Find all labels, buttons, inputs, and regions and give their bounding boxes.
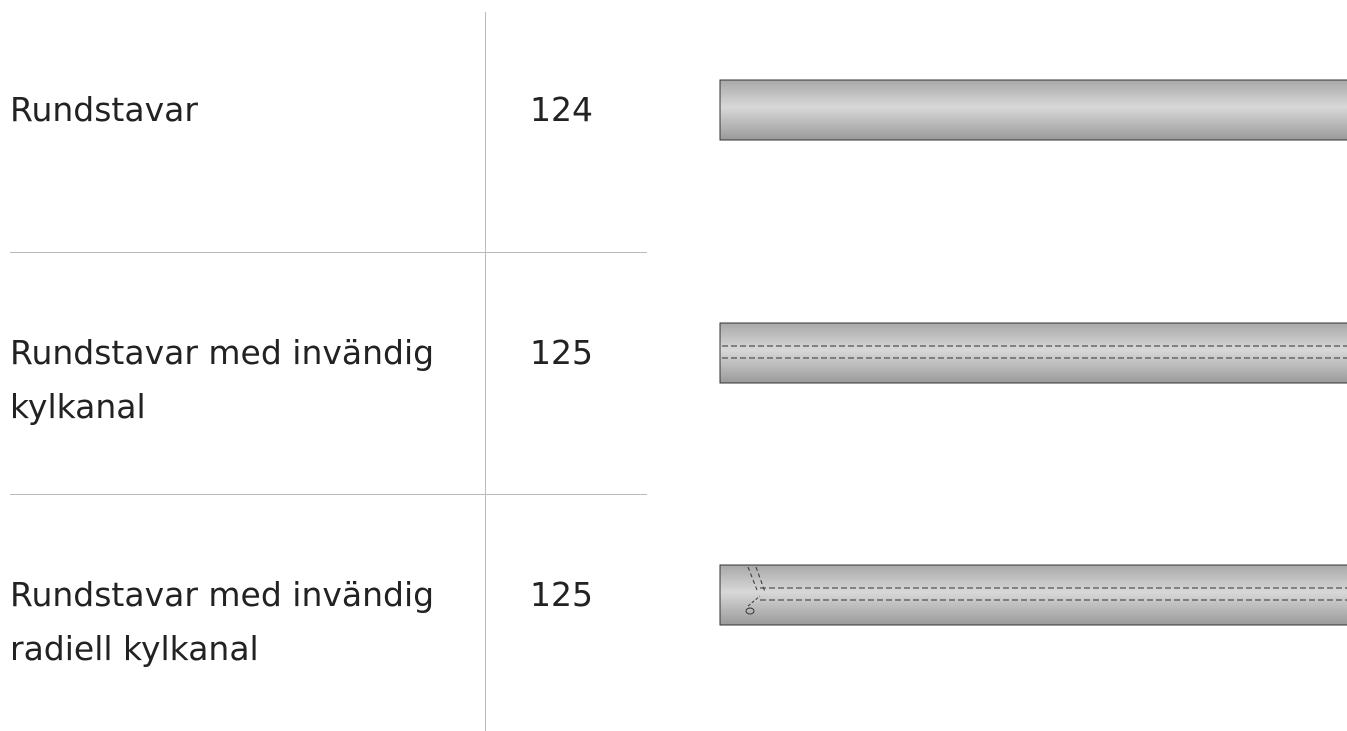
product-name: Rundstavar med invändig kylkanal: [10, 333, 435, 426]
page-number: 125: [530, 333, 593, 372]
outlet: [745, 607, 755, 615]
rod-radial: [719, 564, 1347, 626]
page-number: 124: [530, 90, 593, 129]
rod-cooling: [719, 322, 1347, 384]
row-divider: [10, 252, 647, 253]
product-name: Rundstavar med invändig radiell kylkanal: [10, 575, 435, 668]
row-divider: [10, 494, 647, 495]
radial-channel: [747, 595, 761, 607]
rod: [719, 79, 1347, 141]
page-number: 125: [530, 575, 593, 614]
column-divider: [485, 12, 486, 731]
product-name: Rundstavar: [10, 90, 198, 129]
radial-channel: [755, 566, 766, 593]
